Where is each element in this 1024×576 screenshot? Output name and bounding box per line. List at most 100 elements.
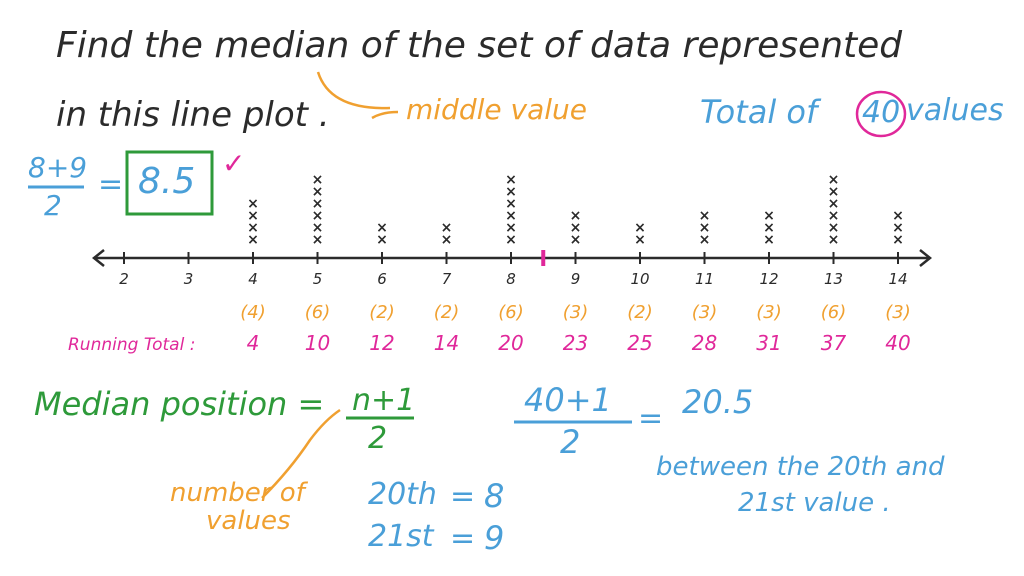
data-x-mark: × bbox=[634, 220, 646, 236]
running-total-value: 23 bbox=[563, 331, 588, 355]
total-value: 40 bbox=[862, 95, 901, 130]
data-x-mark: × bbox=[312, 208, 324, 224]
tick-label: 9 bbox=[571, 270, 581, 288]
calc-result: 20.5 bbox=[682, 383, 754, 421]
tick-label: 10 bbox=[630, 270, 649, 288]
frequency-label: (3) bbox=[692, 302, 718, 323]
running-total-value: 10 bbox=[305, 331, 330, 355]
data-x-mark: × bbox=[312, 220, 324, 236]
number-of-values-note-2: values bbox=[206, 506, 291, 536]
data-x-mark: × bbox=[376, 232, 388, 248]
frequency-label: (3) bbox=[563, 302, 589, 323]
running-total-value: 28 bbox=[692, 331, 717, 355]
data-x-mark: × bbox=[570, 208, 582, 224]
question-line-1: Find the median of the set of data repre… bbox=[56, 25, 903, 66]
data-x-mark: × bbox=[312, 232, 324, 248]
data-x-mark: × bbox=[247, 220, 259, 236]
running-total-value: 25 bbox=[627, 331, 652, 355]
data-x-mark: × bbox=[505, 172, 517, 188]
data-x-mark: × bbox=[828, 172, 840, 188]
tick-label: 14 bbox=[888, 270, 907, 288]
data-x-mark: × bbox=[247, 196, 259, 212]
frequency-label: (6) bbox=[498, 302, 524, 323]
answer-value: 8.5 bbox=[138, 161, 196, 202]
median-formula-denominator: 2 bbox=[368, 421, 388, 456]
data-x-mark: × bbox=[312, 184, 324, 200]
data-x-mark: × bbox=[505, 208, 517, 224]
running-total-label: Running Total : bbox=[68, 335, 195, 355]
data-x-mark: × bbox=[505, 196, 517, 212]
data-x-mark: × bbox=[505, 220, 517, 236]
twentyfirst-value-left: 21st bbox=[368, 519, 434, 554]
data-x-mark: × bbox=[892, 232, 904, 248]
data-x-mark: × bbox=[828, 184, 840, 200]
data-x-mark: × bbox=[312, 172, 324, 188]
tick-label: 11 bbox=[695, 270, 714, 288]
data-x-mark: × bbox=[634, 232, 646, 248]
frequency-label: (2) bbox=[627, 302, 653, 323]
data-x-mark: × bbox=[892, 208, 904, 224]
data-x-mark: × bbox=[376, 220, 388, 236]
data-x-mark: × bbox=[892, 220, 904, 236]
calc-denominator: 2 bbox=[560, 423, 581, 461]
tick-label: 4 bbox=[248, 270, 258, 288]
frequency-label: (6) bbox=[821, 302, 847, 323]
frequency-label: (2) bbox=[369, 302, 395, 323]
running-total-value: 4 bbox=[247, 331, 260, 355]
data-x-mark: × bbox=[763, 220, 775, 236]
data-x-mark: × bbox=[699, 232, 711, 248]
data-x-mark: × bbox=[699, 208, 711, 224]
tick-label: 3 bbox=[184, 270, 194, 288]
left-arrow-icon bbox=[91, 249, 105, 267]
data-x-mark: × bbox=[763, 208, 775, 224]
number-of-values-note-1: number of bbox=[170, 478, 305, 508]
data-x-mark: × bbox=[828, 232, 840, 248]
frequency-label: (2) bbox=[434, 302, 460, 323]
right-arrow-icon bbox=[919, 249, 933, 267]
frequency-label: (3) bbox=[885, 302, 911, 323]
total-prefix: Total of bbox=[700, 93, 818, 131]
between-note-1: between the 20th and bbox=[656, 452, 945, 482]
median-position-label: Median position = bbox=[34, 385, 325, 423]
middle-value-annotation: middle value bbox=[406, 93, 587, 126]
frequency-label: (4) bbox=[240, 302, 266, 323]
running-total-value: 12 bbox=[369, 331, 394, 355]
data-x-mark: × bbox=[828, 196, 840, 212]
median-formula-numerator: n+1 bbox=[352, 383, 416, 418]
tick-label: 12 bbox=[759, 270, 778, 288]
calc-equals: = bbox=[638, 401, 664, 436]
twentieth-value-right: 8 bbox=[484, 477, 505, 515]
running-total-value: 31 bbox=[756, 331, 781, 355]
running-total-value: 40 bbox=[885, 331, 910, 355]
data-x-mark: × bbox=[763, 232, 775, 248]
tick-label: 5 bbox=[313, 270, 323, 288]
check-icon: ✓ bbox=[222, 147, 246, 180]
frequency-label: (3) bbox=[756, 302, 782, 323]
data-x-mark: × bbox=[441, 232, 453, 248]
data-x-mark: × bbox=[505, 232, 517, 248]
twentieth-value-eq: = bbox=[450, 479, 476, 514]
running-total-value: 14 bbox=[434, 331, 459, 355]
tick-label: 7 bbox=[442, 270, 452, 288]
question-line-2: in this line plot . bbox=[56, 95, 330, 135]
between-note-2: 21st value . bbox=[738, 488, 891, 518]
tick-label: 13 bbox=[824, 270, 843, 288]
tick-label: 6 bbox=[377, 270, 387, 288]
data-x-mark: × bbox=[505, 184, 517, 200]
data-x-mark: × bbox=[570, 220, 582, 236]
running-total-value: 20 bbox=[498, 331, 523, 355]
data-x-mark: × bbox=[247, 232, 259, 248]
data-x-mark: × bbox=[699, 220, 711, 236]
data-x-mark: × bbox=[247, 208, 259, 224]
total-suffix: values bbox=[906, 93, 1004, 128]
twentyfirst-value-eq: = bbox=[450, 521, 476, 556]
data-x-mark: × bbox=[312, 196, 324, 212]
data-x-mark: × bbox=[570, 232, 582, 248]
frequency-label: (6) bbox=[305, 302, 331, 323]
tick-label: 2 bbox=[119, 270, 129, 288]
data-x-mark: × bbox=[828, 220, 840, 236]
data-x-mark: × bbox=[441, 220, 453, 236]
